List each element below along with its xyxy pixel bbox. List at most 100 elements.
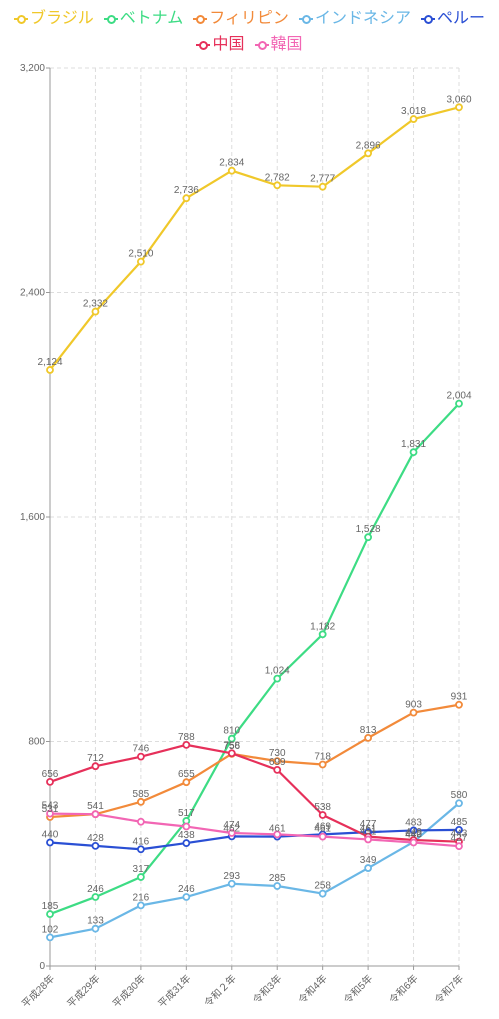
legend-marker-icon xyxy=(254,40,269,50)
data-label: 2,896 xyxy=(356,140,381,151)
data-point xyxy=(273,757,282,766)
data-label: 2,834 xyxy=(219,158,244,169)
data-point xyxy=(227,166,236,175)
data-label: 449 xyxy=(405,827,422,838)
data-point xyxy=(455,825,463,834)
data-point xyxy=(227,734,236,743)
data-label: 3,018 xyxy=(401,106,426,117)
x-tick-label: 令和4年 xyxy=(295,972,329,1006)
data-label: 483 xyxy=(405,817,422,828)
data-label: 2,004 xyxy=(446,391,471,402)
data-point xyxy=(46,809,54,818)
data-point xyxy=(364,864,373,872)
series-line xyxy=(49,812,460,848)
data-point xyxy=(91,924,100,933)
data-label: 461 xyxy=(314,824,331,835)
x-tick-label: 令和3年 xyxy=(250,972,284,1006)
x-tick-label: 平成30年 xyxy=(110,972,148,1010)
data-point xyxy=(455,399,463,408)
data-point xyxy=(136,817,145,826)
legend-item[interactable]: フィリピン xyxy=(193,6,289,32)
data-label: 2,736 xyxy=(174,185,199,196)
data-label: 285 xyxy=(269,873,286,884)
data-label: 440 xyxy=(42,830,59,841)
data-point xyxy=(91,810,100,819)
data-point xyxy=(455,103,463,112)
legend-marker-icon xyxy=(420,14,435,24)
legend-label: ベトナム xyxy=(119,10,184,27)
legend-item[interactable]: 韓国 xyxy=(254,32,303,58)
data-label: 538 xyxy=(314,802,331,813)
data-point xyxy=(409,115,418,123)
legend-item[interactable]: 中国 xyxy=(196,32,245,58)
x-tick-label: 令和5年 xyxy=(341,972,375,1006)
data-point xyxy=(182,778,191,787)
series-line xyxy=(49,402,460,916)
data-point xyxy=(455,842,463,851)
data-point xyxy=(318,889,327,898)
data-label: 443 xyxy=(451,829,468,840)
data-label: 1,528 xyxy=(356,524,381,535)
data-label: 1,024 xyxy=(265,666,290,677)
legend-label: ペルー xyxy=(436,10,485,27)
data-label: 293 xyxy=(223,871,240,882)
data-point xyxy=(409,838,418,847)
data-label: 931 xyxy=(451,692,468,703)
legend-marker-icon xyxy=(14,14,29,24)
series-line xyxy=(49,743,460,843)
data-point xyxy=(455,700,463,709)
data-label: 317 xyxy=(133,864,150,875)
data-label: 517 xyxy=(178,808,195,819)
data-point xyxy=(46,366,54,374)
data-label: 485 xyxy=(451,817,468,828)
data-point xyxy=(46,778,54,786)
series-line xyxy=(49,703,460,819)
data-label: 730 xyxy=(269,748,286,759)
data-point xyxy=(136,873,145,881)
data-label: 758 xyxy=(223,740,240,751)
data-label: 718 xyxy=(314,752,331,763)
data-label: 349 xyxy=(360,855,377,866)
data-label: 1,182 xyxy=(310,621,335,632)
data-point xyxy=(46,933,54,942)
data-label: 246 xyxy=(178,884,195,895)
legend-label: 韓国 xyxy=(270,36,303,53)
y-tick-label: 3,200 xyxy=(20,63,45,74)
series-line xyxy=(49,828,460,851)
data-label: 102 xyxy=(42,924,59,935)
legend-marker-icon xyxy=(193,14,208,24)
data-point xyxy=(318,832,327,841)
legend-label: フィリピン xyxy=(209,10,289,27)
legend-item[interactable]: インドネシア xyxy=(298,6,411,32)
data-label: 461 xyxy=(269,824,286,835)
data-point xyxy=(273,674,282,683)
y-tick-label: 1,600 xyxy=(20,512,45,523)
legend-marker-icon xyxy=(103,14,118,24)
legend-item[interactable]: ベトナム xyxy=(103,6,184,32)
legend: ブラジル ベトナム フィリピン インドネシア ペルー中国 韓国 xyxy=(0,6,499,58)
data-point xyxy=(46,910,54,918)
data-point xyxy=(91,841,100,850)
data-point xyxy=(46,838,54,847)
data-label: 2,332 xyxy=(83,299,108,310)
data-point xyxy=(91,307,100,316)
data-label: 699 xyxy=(269,757,286,768)
series-line xyxy=(49,802,460,939)
legend-item[interactable]: ペルー xyxy=(420,6,485,32)
data-label: 655 xyxy=(178,769,195,780)
data-point xyxy=(136,797,145,806)
data-point xyxy=(273,181,282,190)
data-point xyxy=(91,762,100,771)
x-tick-label: 平成28年 xyxy=(19,972,57,1010)
data-label: 585 xyxy=(133,789,150,800)
data-label: 246 xyxy=(87,884,104,895)
data-point xyxy=(91,893,100,901)
data-label: 813 xyxy=(360,725,377,736)
legend-item[interactable]: ブラジル xyxy=(14,6,94,32)
data-label: 756 xyxy=(223,741,240,752)
data-point xyxy=(227,829,236,837)
x-tick-label: 令和7年 xyxy=(432,972,466,1006)
data-label: 656 xyxy=(42,769,59,780)
data-label: 258 xyxy=(314,881,331,892)
data-label: 810 xyxy=(223,726,240,737)
